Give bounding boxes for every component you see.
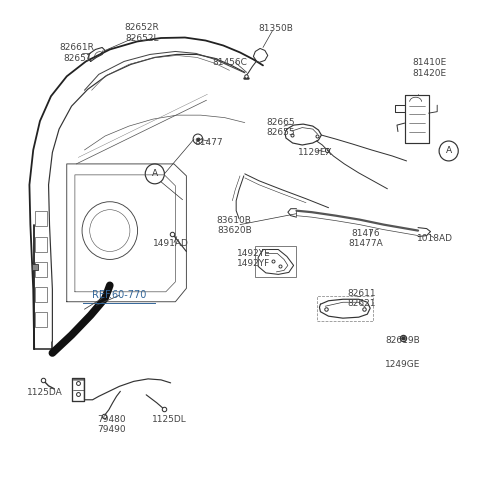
Text: 1249GE: 1249GE xyxy=(385,360,420,369)
Text: 83610B
83620B: 83610B 83620B xyxy=(217,216,252,236)
Text: 82619B: 82619B xyxy=(385,335,420,345)
Text: 82652R
82652L: 82652R 82652L xyxy=(124,23,159,43)
Bar xyxy=(35,237,47,252)
Text: 79480
79490: 79480 79490 xyxy=(97,415,126,434)
Bar xyxy=(35,287,47,302)
Bar xyxy=(35,211,47,226)
Text: 1492YE
1492YF: 1492YE 1492YF xyxy=(237,249,270,268)
Text: 1129EX: 1129EX xyxy=(298,148,333,157)
Bar xyxy=(255,246,296,277)
Bar xyxy=(317,296,373,321)
Text: 1125DA: 1125DA xyxy=(27,388,62,397)
Text: 82665
82655: 82665 82655 xyxy=(266,118,295,137)
Text: 1125DL: 1125DL xyxy=(152,415,187,424)
Bar xyxy=(35,312,47,327)
Text: 81350B: 81350B xyxy=(258,23,293,32)
Text: 81477: 81477 xyxy=(194,138,223,147)
Text: A: A xyxy=(445,147,452,156)
Text: 1491AD: 1491AD xyxy=(153,239,189,248)
Text: REF.60-770: REF.60-770 xyxy=(92,290,146,300)
Text: A: A xyxy=(152,169,158,178)
Text: 81410E
81420E: 81410E 81420E xyxy=(412,58,446,77)
Text: 1018AD: 1018AD xyxy=(417,234,453,243)
Text: 82661R
82651: 82661R 82651 xyxy=(60,43,95,63)
Text: 81476
81477A: 81476 81477A xyxy=(348,229,383,249)
Bar xyxy=(35,262,47,277)
Text: 82611
82621: 82611 82621 xyxy=(348,288,376,308)
Text: 81456C: 81456C xyxy=(212,58,247,67)
